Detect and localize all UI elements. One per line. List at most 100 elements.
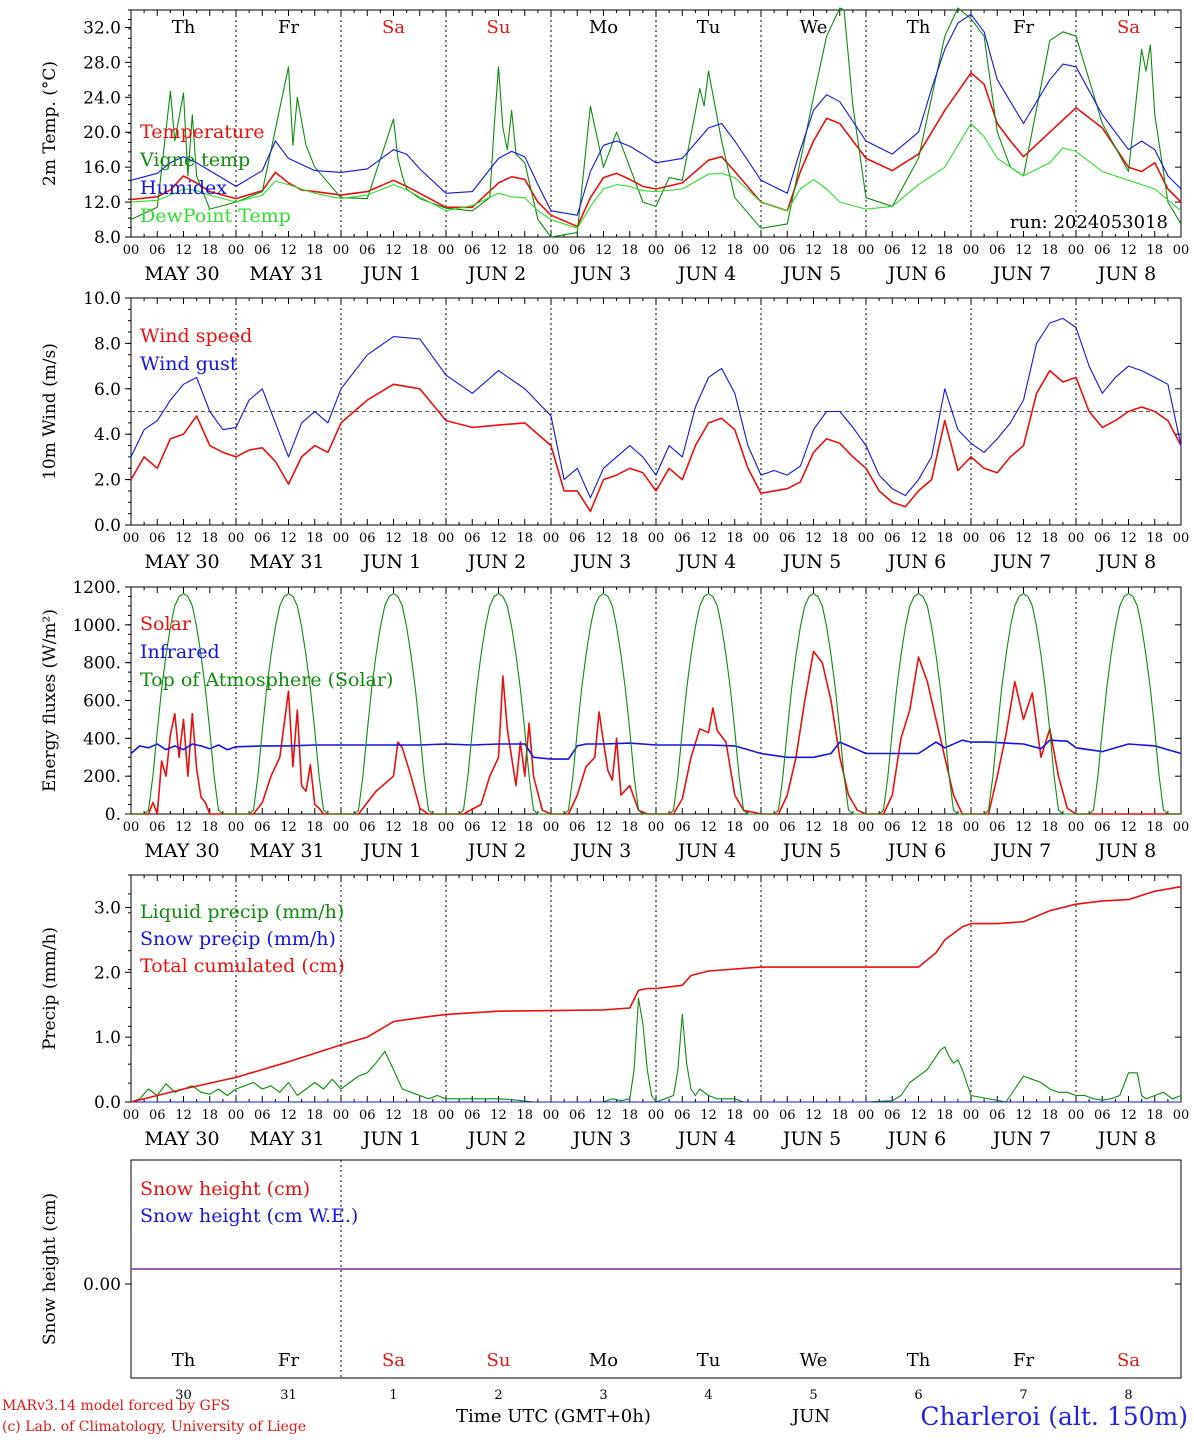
hour-tick-label: 00	[963, 243, 980, 258]
date-label: JUN 8	[1096, 263, 1156, 285]
hour-tick-label: 12	[910, 1108, 927, 1123]
day-number: 3	[599, 1388, 607, 1403]
hour-tick-label: 06	[674, 1108, 691, 1123]
hour-tick-label: 00	[1068, 531, 1085, 546]
hour-tick-label: 06	[674, 243, 691, 258]
hour-tick-label: 00	[228, 531, 245, 546]
date-label: JUN 3	[571, 840, 631, 862]
hour-tick-label: 18	[621, 820, 638, 835]
hour-tick-label: 00	[123, 820, 140, 835]
hour-tick-label: 00	[543, 820, 560, 835]
y-tick-label: 600.	[83, 692, 121, 712]
legend-entry: Snow height (cm)	[140, 1178, 310, 1200]
day-name: Th	[172, 17, 196, 38]
day-number: 4	[704, 1388, 712, 1403]
hour-tick-label: 12	[700, 243, 717, 258]
date-label: JUN 6	[886, 1128, 946, 1150]
hour-tick-label: 06	[254, 531, 271, 546]
hour-tick-label: 18	[1146, 1108, 1163, 1123]
series-line-top-of-atmosphere-solar-	[131, 593, 1181, 815]
legend-entry: Humidex	[140, 177, 227, 199]
day-number: 6	[914, 1388, 922, 1403]
hour-tick-label: 00	[333, 1108, 350, 1123]
hour-tick-label: 00	[858, 820, 875, 835]
hour-tick-label: 00	[648, 820, 665, 835]
y-tick-label: 10.0	[83, 289, 121, 309]
hour-tick-label: 00	[123, 531, 140, 546]
series-line-vigne-temp	[130, 7, 1182, 238]
y-tick-label: 0.00	[83, 1275, 121, 1295]
hour-tick-label: 06	[674, 820, 691, 835]
hour-tick-label: 06	[149, 1108, 166, 1123]
date-label: JUN 3	[571, 1128, 631, 1150]
hour-tick-label: 12	[700, 1108, 717, 1123]
hour-tick-label: 06	[779, 820, 796, 835]
y-tick-label: 16.0	[83, 158, 121, 178]
date-label: JUN 7	[991, 840, 1051, 862]
hour-tick-label: 18	[516, 531, 533, 546]
y-tick-label: 20.0	[83, 123, 121, 143]
day-name: Th	[907, 17, 931, 38]
hour-tick-label: 06	[359, 531, 376, 546]
hour-tick-label: 06	[359, 1108, 376, 1123]
hour-tick-label: 12	[805, 1108, 822, 1123]
hour-tick-label: 12	[385, 531, 402, 546]
date-label: JUN 1	[361, 551, 421, 573]
series-line-wind-speed	[130, 369, 1182, 513]
day-name: Tu	[697, 17, 721, 38]
hour-tick-label: 00	[1068, 820, 1085, 835]
date-label: JUN 3	[571, 263, 631, 285]
hour-tick-label: 18	[306, 820, 323, 835]
time-axis-label: Time UTC (GMT+0h)	[456, 1406, 651, 1427]
hour-tick-label: 18	[516, 243, 533, 258]
hour-tick-label: 12	[1015, 531, 1032, 546]
legend-entry: Snow height (cm W.E.)	[140, 1205, 358, 1227]
y-tick-label: 4.0	[94, 425, 121, 445]
hour-tick-label: 12	[385, 820, 402, 835]
hour-tick-label: 18	[411, 1108, 428, 1123]
day-name: Sa	[1117, 17, 1140, 38]
day-name: Fr	[278, 17, 299, 38]
hour-tick-label: 06	[989, 820, 1006, 835]
hour-tick-label: 18	[306, 531, 323, 546]
date-label: JUN 6	[886, 840, 946, 862]
y-tick-label: 8.0	[94, 228, 121, 248]
legend-entry: DewPoint Temp	[140, 205, 291, 227]
hour-tick-label: 00	[963, 531, 980, 546]
hour-tick-label: 06	[884, 820, 901, 835]
day-name: Mo	[589, 17, 618, 38]
date-label: JUN 7	[991, 1128, 1051, 1150]
date-label: JUN 6	[886, 263, 946, 285]
hour-tick-label: 18	[201, 820, 218, 835]
date-label: JUN 1	[361, 840, 421, 862]
date-label: JUN 2	[466, 551, 526, 573]
hour-tick-label: 00	[438, 243, 455, 258]
hour-tick-label: 18	[201, 1108, 218, 1123]
hour-tick-label: 06	[464, 1108, 481, 1123]
date-label: JUN 5	[781, 263, 841, 285]
hour-tick-label: 00	[123, 1108, 140, 1123]
hour-tick-label: 18	[1041, 243, 1058, 258]
day-name: Sa	[1117, 1350, 1140, 1371]
hour-tick-label: 18	[1041, 1108, 1058, 1123]
y-tick-label: 400.	[83, 729, 121, 749]
hour-tick-label: 12	[805, 820, 822, 835]
hour-tick-label: 00	[543, 1108, 560, 1123]
hour-tick-label: 00	[648, 1108, 665, 1123]
hour-tick-label: 06	[989, 243, 1006, 258]
y-tick-label: 2.0	[94, 963, 121, 983]
hour-tick-label: 12	[175, 531, 192, 546]
hour-tick-label: 12	[805, 243, 822, 258]
hour-tick-label: 06	[254, 1108, 271, 1123]
y-axis-label: 10m Wind (m/s)	[40, 343, 60, 480]
y-axis-label: 2m Temp. (°C)	[40, 61, 60, 186]
date-label: JUN 7	[991, 263, 1051, 285]
hour-tick-label: 06	[569, 820, 586, 835]
hour-tick-label: 12	[1015, 243, 1032, 258]
hour-tick-label: 06	[779, 243, 796, 258]
date-label: JUN 7	[991, 551, 1051, 573]
hour-tick-label: 00	[963, 1108, 980, 1123]
hour-tick-label: 12	[595, 531, 612, 546]
hour-tick-label: 18	[936, 531, 953, 546]
hour-tick-label: 06	[149, 820, 166, 835]
